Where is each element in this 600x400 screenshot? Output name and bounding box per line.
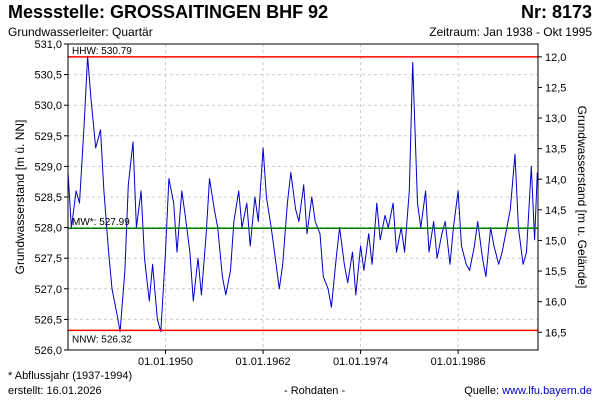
y-right-tick-label: 12,0 <box>545 52 566 64</box>
aquifer-label: Grundwasserleiter: Quartär <box>8 25 153 39</box>
y-axis-label-left: Grundwasserstand [m ü. NN] <box>13 120 27 275</box>
station-number: Nr: 8173 <box>520 2 592 22</box>
source-label: Quelle: <box>464 385 503 397</box>
y-right-tick-label: 15,0 <box>545 235 566 247</box>
reference-line-label: NNW: 526.32 <box>72 334 132 345</box>
source-link[interactable]: www.lfu.bayern.de <box>502 385 592 397</box>
footnote-hydrological-year: * Abflussjahr (1937-1994) <box>8 370 133 382</box>
x-tick-label: 01.01.1950 <box>138 356 193 368</box>
y-tick-label: 530,5 <box>34 70 62 82</box>
y-tick-label: 529,5 <box>34 131 62 143</box>
y-tick-label: 530,0 <box>34 100 62 112</box>
axes: 526,0 526,5 527,0 527,5 528,0 528,5 529,0 529,5… <box>34 39 566 368</box>
y-right-tick-label: 14,5 <box>545 205 566 217</box>
y-right-tick-label: 16,5 <box>545 327 566 339</box>
x-tick-label: 01.01.1974 <box>333 356 388 368</box>
y-right-tick-label: 13,5 <box>545 144 566 156</box>
station-title: Messstelle: GROSSAITINGEN BHF 92 <box>8 2 329 22</box>
y-tick-label: 527,5 <box>34 253 62 265</box>
x-tick-label: 01.01.1962 <box>236 356 291 368</box>
x-tick-label: 01.01.1986 <box>431 356 486 368</box>
y-axis-label-right: Grundwasserstand [m u. Gelände] <box>575 106 589 289</box>
reference-line-label: HHW: 530.79 <box>72 46 132 57</box>
y-tick-label: 526,5 <box>34 314 62 326</box>
y-tick-label: 531,0 <box>34 39 62 51</box>
y-right-tick-label: 16,0 <box>545 297 566 309</box>
source: Quelle: www.lfu.bayern.de <box>464 385 592 397</box>
y-right-tick-label: 15,5 <box>545 266 566 278</box>
raw-data-label: - Rohdaten - <box>284 385 346 397</box>
y-tick-label: 528,5 <box>34 192 62 204</box>
reference-lines: HHW: 530.79 MW*: 527.99 NNW: 526.32 <box>68 46 538 345</box>
y-tick-label: 529,0 <box>34 161 62 173</box>
y-tick-label: 526,0 <box>34 345 62 357</box>
y-right-tick-label: 12,5 <box>545 82 566 94</box>
created-date: erstellt: 16.01.2026 <box>8 385 102 397</box>
y-right-tick-label: 14,0 <box>545 174 566 186</box>
period-label: Zeitraum: Jan 1938 - Okt 1995 <box>429 25 592 39</box>
y-tick-label: 528,0 <box>34 223 62 235</box>
y-right-tick-label: 13,0 <box>545 113 566 125</box>
reference-line-label: MW*: 527.99 <box>72 217 130 228</box>
y-tick-label: 527,0 <box>34 284 62 296</box>
